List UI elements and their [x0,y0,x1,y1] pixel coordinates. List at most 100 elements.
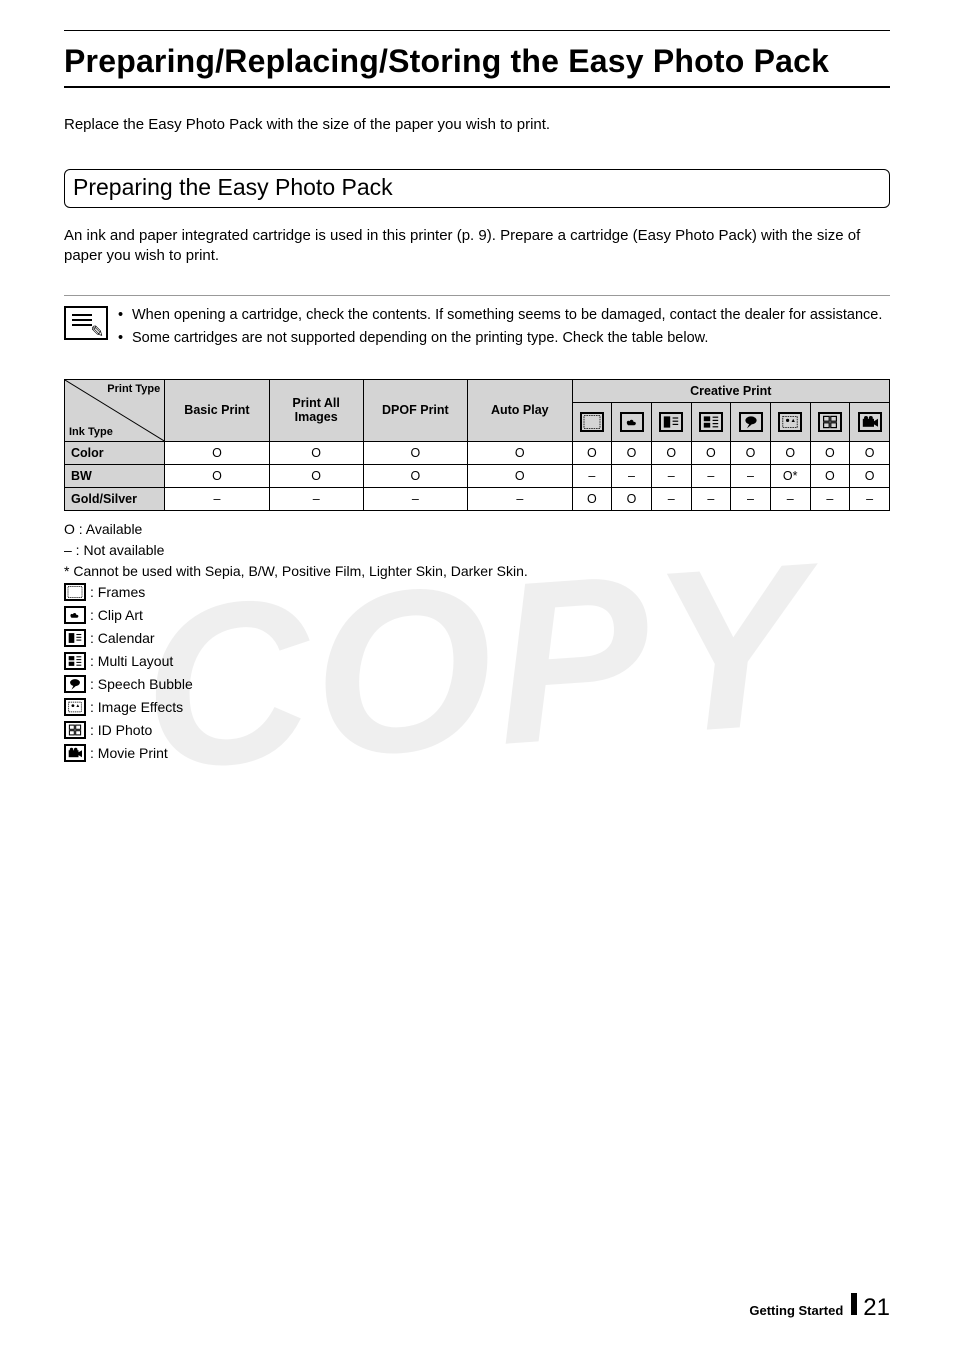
note-item: Some cartridges are not supported depend… [132,329,708,349]
cell: – [572,464,612,487]
cell: – [269,487,363,510]
cell: – [651,464,691,487]
col-icon-multilayout [691,402,731,441]
note-icon: ✎ [64,306,108,340]
cell: O [651,441,691,464]
legend-row-clipart: : Clip Art [64,605,890,626]
cell: – [731,464,771,487]
legend-label: : Frames [90,582,145,603]
legend-row-idphoto: : ID Photo [64,720,890,741]
page-root: Preparing/Replacing/Storing the Easy Pho… [0,0,954,1352]
col-basic: Basic Print [165,379,269,441]
cell: O [810,441,850,464]
row-label: Color [65,441,165,464]
effects-icon [64,698,86,716]
cell: O [165,464,269,487]
legend-label: : Image Effects [90,697,183,718]
col-icon-idphoto [810,402,850,441]
page-footer: Getting Started 21 [749,1293,890,1322]
calendar-icon [64,629,86,647]
top-rule [64,30,890,31]
diag-header: Print Type Ink Type [65,379,165,441]
cell: O [572,441,612,464]
cell: O* [770,464,810,487]
cell: O [572,487,612,510]
cell: O [770,441,810,464]
cell: O [269,441,363,464]
col-icon-movie [850,402,890,441]
diag-bot-label: Ink Type [69,426,113,438]
legend-label: : Multi Layout [90,651,173,672]
cell: O [468,441,572,464]
cell: – [612,464,652,487]
notes-list: •When opening a cartridge, check the con… [118,306,882,353]
clipart-icon [620,412,644,432]
legend-available: O : Available [64,519,890,540]
legend: O : Available – : Not available * Cannot… [64,519,890,764]
legend-row-movie: : Movie Print [64,743,890,764]
cell: O [850,464,890,487]
cell: O [165,441,269,464]
cell: O [269,464,363,487]
legend-asterisk: * Cannot be used with Sepia, B/W, Positi… [64,561,890,582]
clipart-icon [64,606,86,624]
legend-label: : Movie Print [90,743,168,764]
cell: O [612,441,652,464]
legend-label: : Speech Bubble [90,674,193,695]
legend-label: : Clip Art [90,605,143,626]
legend-label: : ID Photo [90,720,152,741]
cell: – [165,487,269,510]
calendar-icon [659,412,683,432]
page-title: Preparing/Replacing/Storing the Easy Pho… [64,43,890,80]
section-description: An ink and paper integrated cartridge is… [64,226,890,267]
intro-text: Replace the Easy Photo Pack with the siz… [64,116,890,133]
legend-row-multilayout: : Multi Layout [64,651,890,672]
multilayout-icon [64,652,86,670]
col-autoplay: Auto Play [468,379,572,441]
col-icon-calendar [651,402,691,441]
col-icon-speech [731,402,771,441]
legend-row-frames: : Frames [64,582,890,603]
row-label: Gold/Silver [65,487,165,510]
cell: – [770,487,810,510]
diag-top-label: Print Type [107,383,160,395]
footer-page-number: 21 [863,1294,890,1322]
frames-icon [580,412,604,432]
note-item: When opening a cartridge, check the cont… [132,306,882,326]
section-heading-box: Preparing the Easy Photo Pack [64,169,890,208]
cell: O [850,441,890,464]
legend-row-speech: : Speech Bubble [64,674,890,695]
idphoto-icon [818,412,842,432]
col-icon-effects [770,402,810,441]
legend-row-calendar: : Calendar [64,628,890,649]
cell: – [468,487,572,510]
footer-section: Getting Started [749,1303,843,1318]
col-dpof: DPOF Print [363,379,467,441]
legend-notavailable: – : Not available [64,540,890,561]
multilayout-icon [699,412,723,432]
frames-icon [64,583,86,601]
col-icon-frames [572,402,612,441]
cell: – [691,464,731,487]
cell: – [691,487,731,510]
cell: O [691,441,731,464]
legend-label: : Calendar [90,628,155,649]
cell: O [810,464,850,487]
movie-icon [64,744,86,762]
cell: O [731,441,771,464]
col-creative: Creative Print [572,379,890,402]
compat-table: Print Type Ink Type Basic Print Print Al… [64,379,890,511]
col-icon-clipart [612,402,652,441]
table-row: ColorOOOOOOOOOOOO [65,441,890,464]
cell: O [468,464,572,487]
cell: O [363,464,467,487]
title-underline [64,86,890,88]
cell: – [651,487,691,510]
cell: – [850,487,890,510]
notes-block: ✎ •When opening a cartridge, check the c… [64,295,890,353]
effects-icon [778,412,802,432]
cell: – [363,487,467,510]
section-heading: Preparing the Easy Photo Pack [73,174,881,201]
cell: O [363,441,467,464]
cell: – [731,487,771,510]
